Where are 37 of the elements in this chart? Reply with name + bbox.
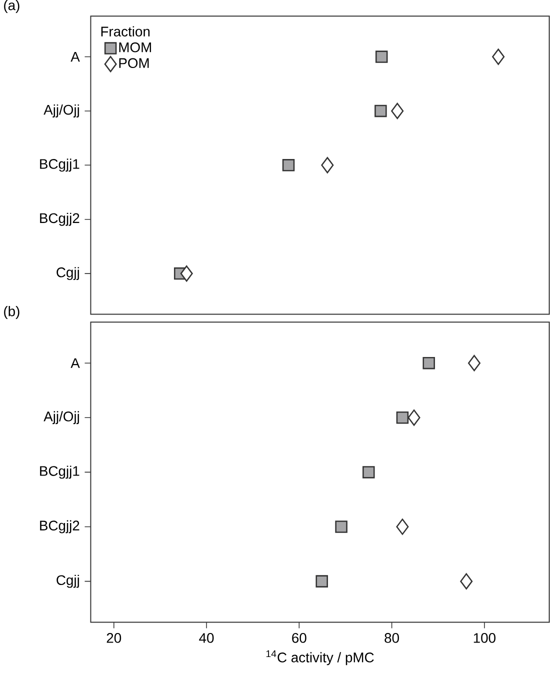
point [492,48,504,65]
x-tick-label: 80 [384,633,399,643]
point [374,104,387,118]
point [460,573,472,590]
legend-label: MOM [119,42,151,52]
y-tick-label: BCgjj1 [40,158,80,172]
point [408,410,420,426]
point [422,356,435,370]
point [282,159,294,172]
point [316,575,328,588]
point [335,520,348,533]
point [375,50,388,63]
y-tick-label: Ajj/Ojj [44,411,79,424]
x-tick-label: 100 [474,633,496,643]
point [390,102,404,120]
point [396,518,409,535]
point [321,157,334,174]
y-tick-label: BCgjj1 [40,466,80,479]
y-tick-label: Cgjj [56,574,79,588]
y-tick-label: A [70,52,80,62]
point [396,412,408,424]
point [468,354,480,372]
y-tick-label: Cgjj [56,267,79,280]
y-tick-label: Ajj/Ojj [44,104,79,118]
x-tick-label: 40 [198,633,214,643]
y-tick-label: BCgjj2 [40,212,80,226]
x-tick-label: 60 [292,633,306,643]
point [180,265,193,282]
x-axis-title: $^{14}$C activity / pMC [266,650,374,666]
legend-title: Fraction [101,26,150,36]
chart-title: (b) [4,306,20,320]
legend-label: POM [119,58,149,68]
point [362,466,375,478]
x-tick-label: 20 [106,633,121,643]
chart-title: (a) [4,0,20,13]
y-tick-label: BCgjj2 [40,520,80,534]
y-tick-label: A [70,358,80,368]
